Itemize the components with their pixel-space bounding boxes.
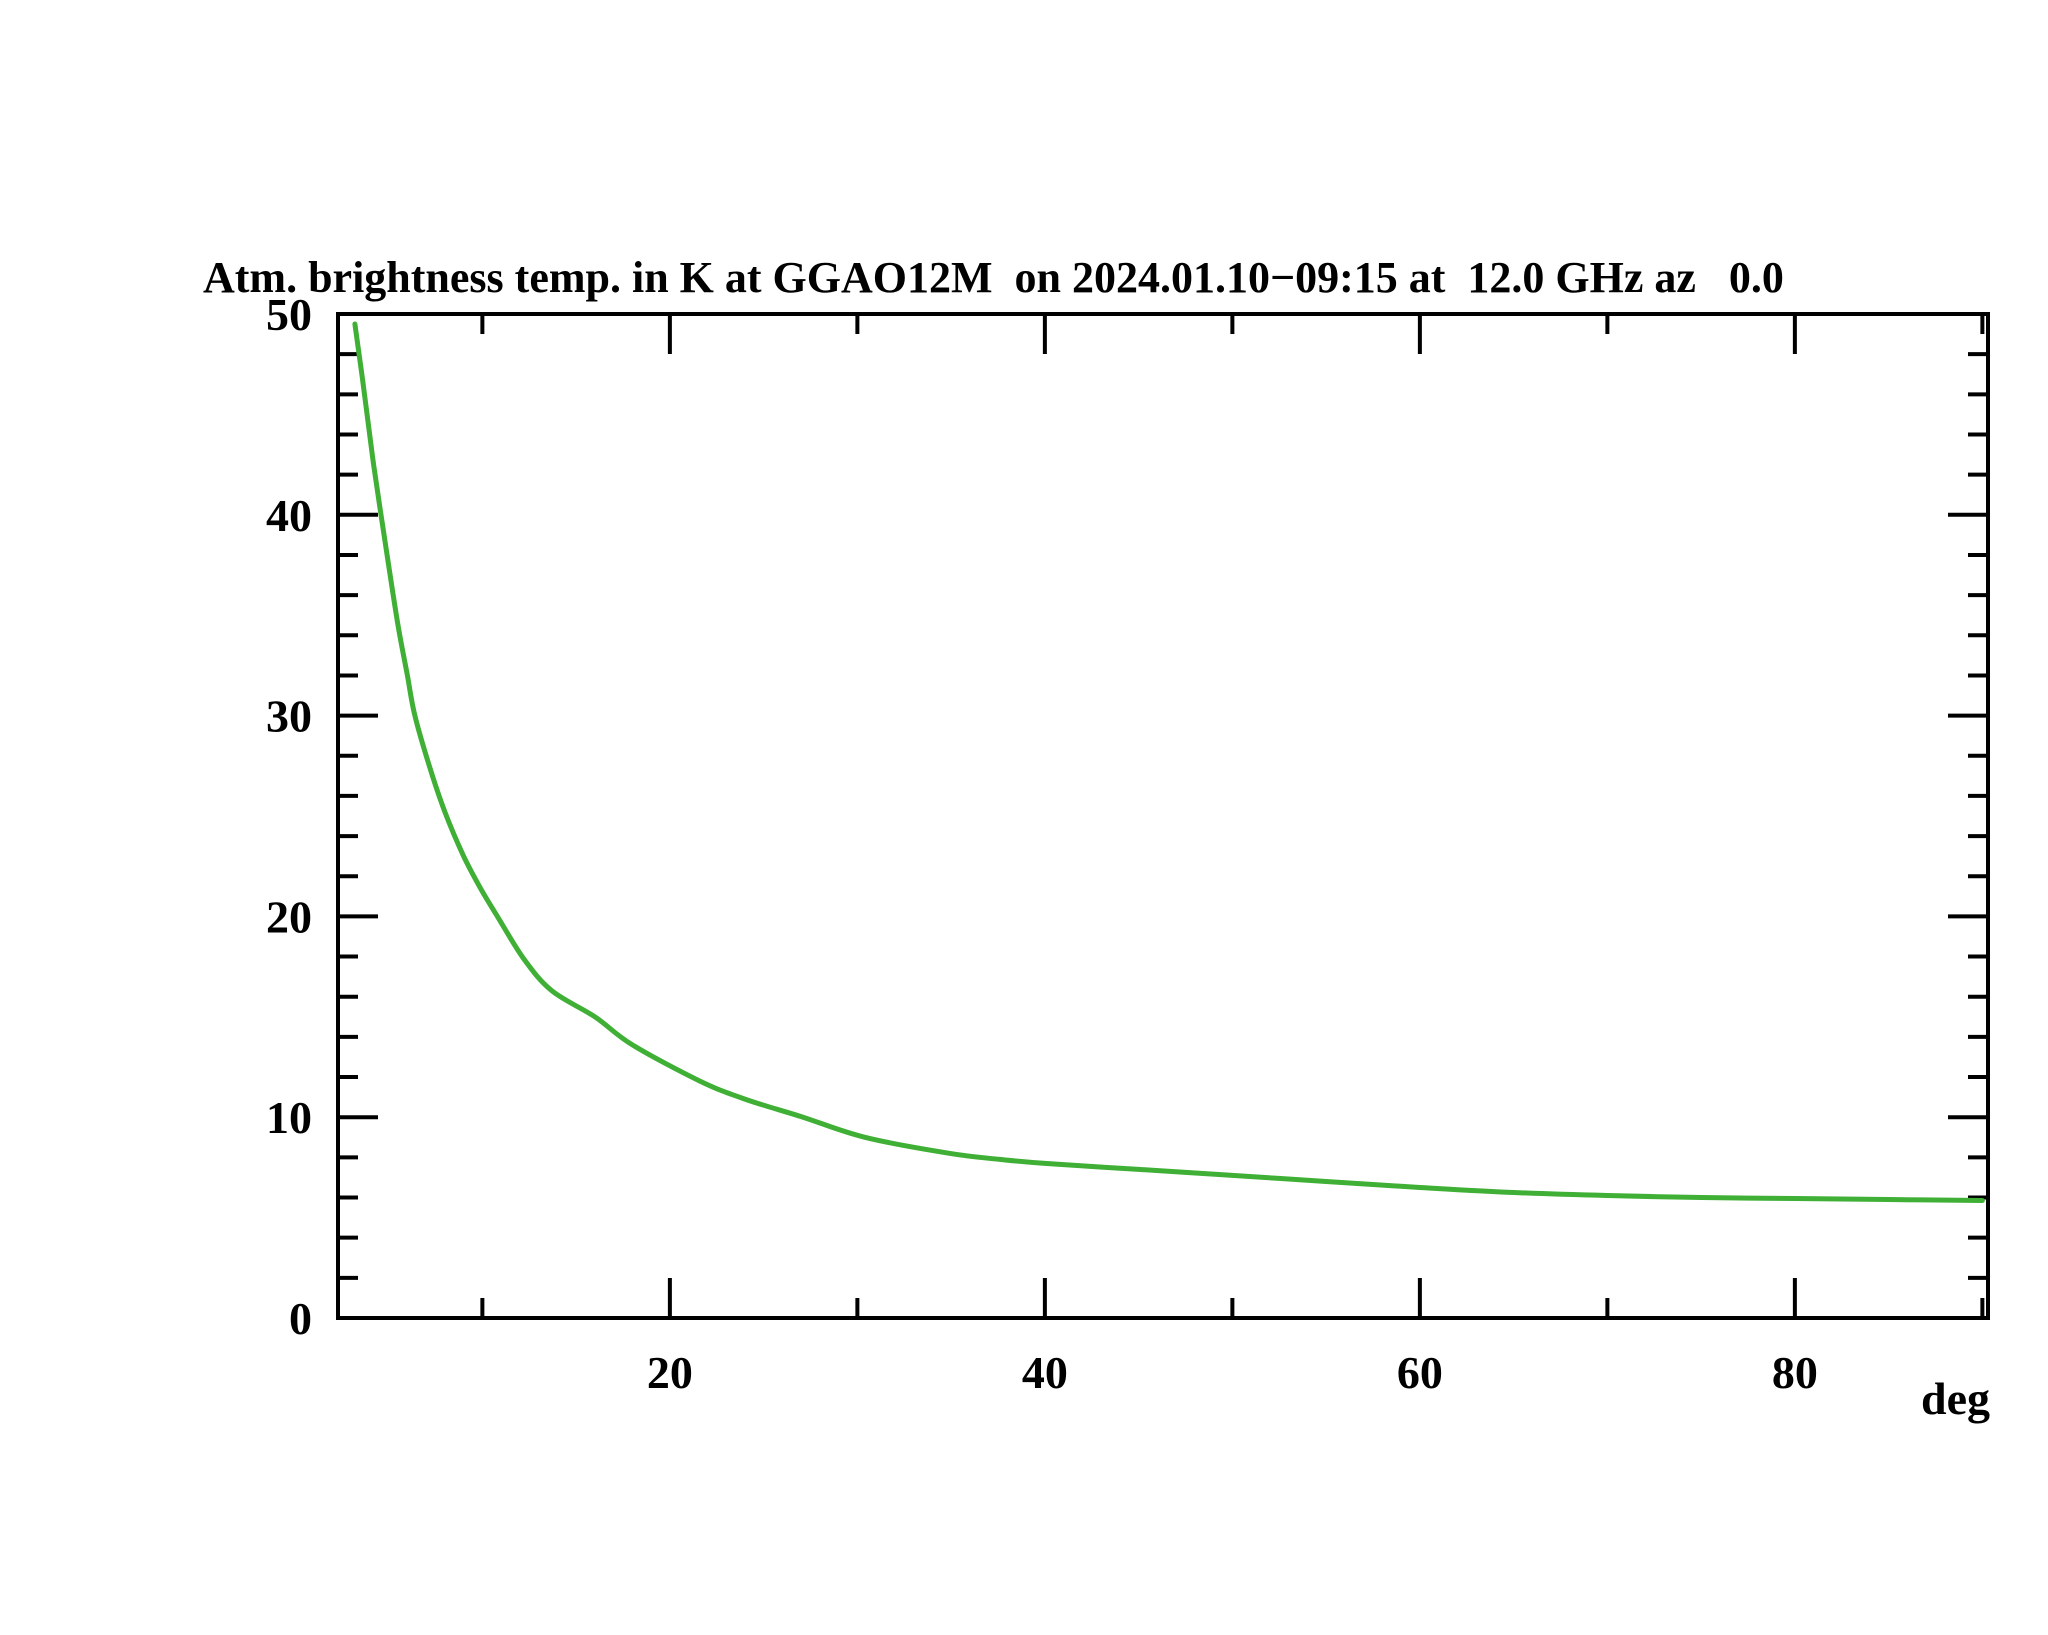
- y-tick-label: 0: [289, 1293, 312, 1344]
- y-tick-label: 10: [266, 1092, 312, 1143]
- x-tick-label: 20: [647, 1347, 693, 1398]
- plot-title: Atm. brightness temp. in K at GGAO12M on…: [203, 253, 1784, 302]
- y-tick-label: 50: [266, 289, 312, 340]
- plot-frame: [336, 312, 1990, 1320]
- data-curve-atmospheric-brightness-temperature-K-vs-elevation-deg: [352, 321, 1985, 1203]
- y-tick-label: 20: [266, 891, 312, 942]
- x-axis-unit-label: deg: [1921, 1373, 1990, 1424]
- y-tick-label: 40: [266, 490, 312, 541]
- x-tick-label: 40: [1022, 1347, 1068, 1398]
- y-tick-label: 30: [266, 691, 312, 742]
- x-tick-label: 60: [1397, 1347, 1443, 1398]
- x-tick-label: 80: [1772, 1347, 1818, 1398]
